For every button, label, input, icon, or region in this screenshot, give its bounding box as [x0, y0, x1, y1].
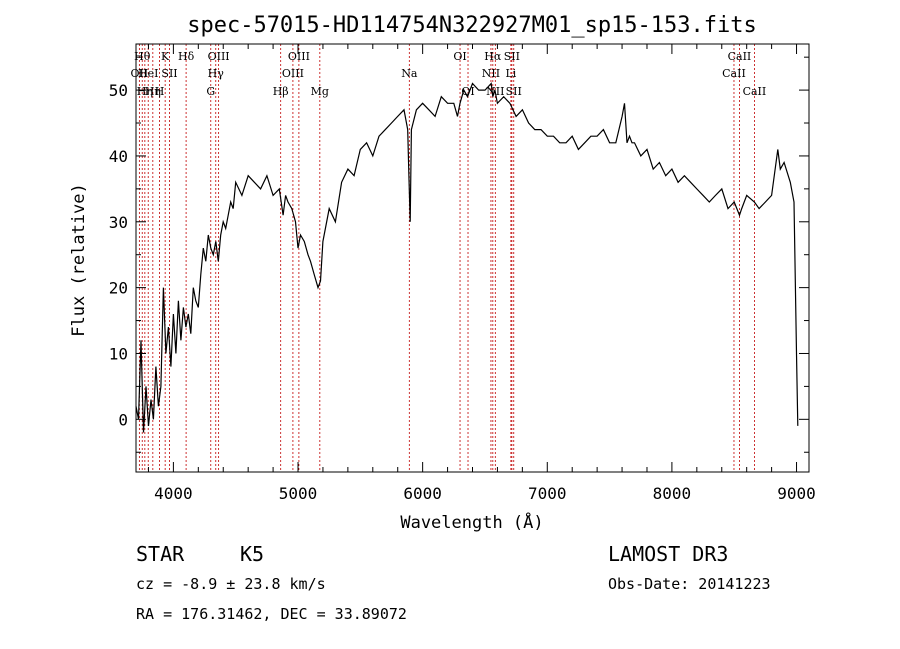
y-tick-label-2: 20	[109, 279, 128, 298]
line-label-22: Li	[505, 67, 516, 80]
line-label-16: Na	[401, 67, 418, 80]
line-label-8: Hδ	[178, 50, 195, 63]
object-subclass: K5	[240, 542, 264, 566]
line-label-15: Mg	[311, 85, 329, 98]
x-tick-label-4: 8000	[653, 484, 692, 503]
y-axis-label: Flux (relative)	[69, 183, 89, 337]
y-tick-label-5: 50	[109, 81, 128, 100]
line-label-4: Hη	[145, 85, 161, 98]
line-label-25: CaII	[722, 67, 746, 80]
object-class: STAR	[136, 542, 185, 566]
spectral-line-markers	[138, 44, 755, 472]
line-label-24: SII	[506, 85, 522, 98]
plot-frame	[135, 43, 810, 473]
line-label-11: OIII	[208, 50, 230, 63]
line-label-23: SII	[504, 50, 520, 63]
line-label-27: CaII	[743, 85, 767, 98]
obs-date-text: Obs-Date: 20141223	[608, 575, 771, 593]
y-axis-ticks: 0 10 20 30 40 50	[109, 56, 809, 453]
line-label-18: OI	[461, 85, 474, 98]
spectrum-line	[135, 82, 799, 433]
line-label-7: SII	[161, 67, 177, 80]
x-tick-label-2: 6000	[403, 484, 442, 503]
line-label-2: Hη	[137, 85, 153, 98]
x-tick-label-1: 5000	[279, 484, 318, 503]
spectral-line-labels: OIIHθHηHeIHηHKSIIHδGHγOIIIHβOIIIOIIIMgNa…	[131, 50, 767, 98]
y-tick-label-4: 40	[109, 147, 128, 166]
y-tick-label-0: 0	[118, 410, 128, 429]
line-label-13: OIII	[282, 67, 304, 80]
redshift-text: cz = -8.9 ± 23.8 km/s	[136, 575, 326, 593]
y-tick-label-3: 30	[109, 213, 128, 232]
x-axis-ticks: 4000 5000 6000 7000 8000 9000	[147, 44, 816, 503]
x-tick-label-3: 7000	[528, 484, 567, 503]
line-label-17: OI	[453, 50, 466, 63]
line-label-12: Hβ	[273, 85, 289, 98]
line-label-14: OIII	[288, 50, 310, 63]
line-label-20: Hα	[484, 50, 502, 63]
line-label-26: CaII	[728, 50, 752, 63]
survey-name: LAMOST DR3	[608, 542, 728, 566]
line-label-19: NII	[482, 67, 500, 80]
x-tick-label-5: 9000	[777, 484, 816, 503]
line-label-5: H	[155, 85, 165, 98]
line-label-1: Hθ	[134, 50, 151, 63]
x-axis-label: Wavelength (Å)	[400, 511, 543, 533]
chart-title: spec-57015-HD114754N322927M01_sp15-153.f…	[187, 13, 757, 38]
y-tick-label-1: 10	[109, 344, 128, 363]
coordinates-text: RA = 176.31462, DEC = 33.89072	[136, 605, 407, 623]
line-label-10: Hγ	[208, 67, 225, 80]
line-label-3: HeI	[138, 67, 158, 80]
line-label-0: OII	[131, 67, 149, 80]
x-tick-label-0: 4000	[154, 484, 193, 503]
line-label-6: K	[161, 50, 170, 63]
line-label-9: G	[206, 85, 215, 98]
